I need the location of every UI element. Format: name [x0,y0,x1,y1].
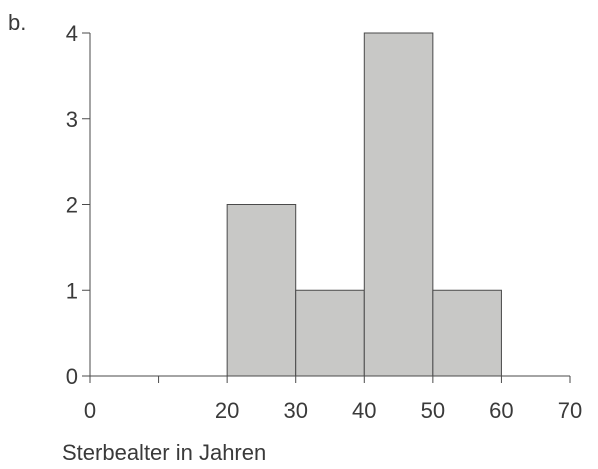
bars-group [226,32,502,377]
y-ticks-group: 0 1 2 3 4 [66,21,90,389]
x-axis-title: Sterbealter in Jahren [62,440,267,465]
x-ticks-group: 0 20 30 40 50 60 70 [84,376,582,423]
x-tick-label-30: 30 [283,398,307,423]
y-tick-label-1: 1 [66,278,78,303]
x-tick-label-50: 50 [421,398,445,423]
panel-label: b. [8,10,26,35]
histogram-bar-40-50 [363,32,434,377]
x-tick-label-60: 60 [489,398,513,423]
y-tick-label-4: 4 [66,21,78,46]
x-tick-label-40: 40 [352,398,376,423]
histogram-bar-30-40 [295,289,365,377]
y-tick-label-2: 2 [66,193,78,218]
histogram-bar-20-30 [226,204,297,377]
y-tick-label-3: 3 [66,107,78,132]
histogram-bar-50-60 [432,289,502,377]
x-tick-label-20: 20 [215,398,239,423]
y-tick-label-0: 0 [66,364,78,389]
x-tick-label-0: 0 [84,398,96,423]
x-tick-label-70: 70 [558,398,582,423]
